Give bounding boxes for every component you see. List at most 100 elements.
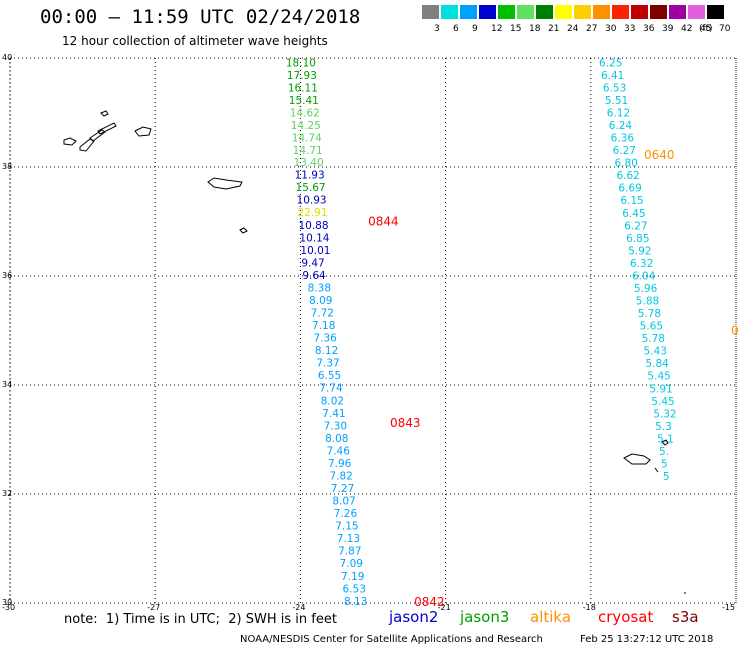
scale-label: 70 <box>719 24 731 34</box>
wave-height-value: 7.26 <box>334 508 358 520</box>
wave-height-value: 17.93 <box>287 70 317 82</box>
wave-height-value: 6.15 <box>620 195 643 207</box>
coastlines <box>63 110 686 594</box>
wave-height-value: 6.41 <box>601 70 624 82</box>
lon-tick-label: -21 <box>437 603 451 612</box>
wave-height-value: 6.25 <box>599 57 622 69</box>
lon-tick-label: -15 <box>722 603 736 612</box>
wave-height-value: 11.93 <box>295 170 325 182</box>
island-outline <box>623 453 651 465</box>
lon-tick-label: -18 <box>582 603 596 612</box>
wave-height-value: 7.13 <box>337 533 360 545</box>
wave-height-value: 5.91 <box>649 383 672 395</box>
wave-height-value: 5.84 <box>645 358 669 370</box>
wave-height-value: 6.04 <box>632 270 656 282</box>
scale-label: 27 <box>586 24 598 34</box>
wave-height-value: 5.45 <box>647 371 670 383</box>
scale-label: 45 <box>700 24 712 34</box>
wave-height-value: 5.1 <box>657 433 674 445</box>
wave-height-value: 10.14 <box>299 232 329 244</box>
wave-height-value: 6.45 <box>622 208 645 220</box>
satellite-label: s3a <box>672 608 699 626</box>
wave-height-value: 14.62 <box>290 108 320 120</box>
wave-height-value: 5.32 <box>653 408 676 420</box>
island-outline <box>239 227 248 234</box>
scale-label: 12 <box>491 24 503 34</box>
generation-timestamp: Feb 25 13:27:12 UTC 2018 <box>580 634 714 645</box>
wave-height-value: 6.32 <box>630 258 653 270</box>
wave-height-value: 5.45 <box>651 396 674 408</box>
scale-swatch <box>422 5 439 19</box>
wave-height-value: 5.43 <box>644 346 667 358</box>
wave-height-value: 5.92 <box>628 245 651 257</box>
wave-height-value: 7.82 <box>329 470 352 482</box>
wave-height-value: 5. <box>659 446 669 458</box>
scale-swatch <box>688 5 705 19</box>
wave-height-value: 6.80 <box>615 158 638 170</box>
wave-height-value: 6.55 <box>318 370 341 382</box>
wave-height-value: 9.64 <box>302 270 326 282</box>
scale-label: 9 <box>472 24 478 34</box>
lat-lon-grid <box>9 57 737 604</box>
wave-height-value: 5.78 <box>638 308 661 320</box>
scale-label: 21 <box>548 24 560 34</box>
wave-height-value: 5.88 <box>636 296 659 308</box>
island-outline <box>207 177 243 190</box>
wave-height-value: 6.53 <box>343 583 366 595</box>
lat-tick-label: 40 <box>2 53 13 62</box>
wave-height-value: 15.41 <box>289 95 319 107</box>
wave-height-value: 6.85 <box>626 233 649 245</box>
island-outline <box>100 110 109 117</box>
map-title: 00:00 – 11:59 UTC 02/24/2018 <box>40 6 361 28</box>
scale-label: 33 <box>624 24 636 34</box>
wave-height-value: 7.37 <box>316 358 339 370</box>
lat-tick-label: 36 <box>2 271 13 280</box>
wave-height-value: 7.27 <box>331 483 354 495</box>
pass-time-label: 0843 <box>390 416 421 430</box>
wave-height-value: 6.12 <box>607 108 630 120</box>
altimeter-tracks: 18.1017.9316.1115.4114.6214.2514.7414.71… <box>286 57 739 609</box>
scale-swatch <box>555 5 572 19</box>
pass-time-label: 0844 <box>368 215 399 229</box>
wave-height-value: 7.36 <box>313 333 337 345</box>
pass-time-label: 0 <box>731 324 739 338</box>
lon-tick-label: -27 <box>147 603 161 612</box>
lon-tick-label: -30 <box>2 603 16 612</box>
wave-height-value: 7.15 <box>335 521 358 533</box>
scale-label: 6 <box>453 24 459 34</box>
wave-height-value: 6.24 <box>609 120 633 132</box>
wave-height-value: 8.08 <box>325 433 348 445</box>
pass-time-label: 0842 <box>414 595 445 609</box>
scale-label: 42 <box>681 24 693 34</box>
wave-height-value: 7.09 <box>340 558 363 570</box>
wave-height-value: 8.09 <box>309 295 332 307</box>
wave-height-value: 14.74 <box>292 133 322 145</box>
scale-swatch <box>631 5 648 19</box>
wave-height-value: 7.41 <box>322 408 345 420</box>
scale-swatch <box>669 5 686 19</box>
satellite-label: jason3 <box>460 608 510 626</box>
wave-height-value: 14.25 <box>291 120 321 132</box>
lat-tick-label: 30 <box>2 598 13 607</box>
wave-height-value: 8.38 <box>308 282 331 294</box>
scale-label: 24 <box>567 24 579 34</box>
island-outline <box>661 439 669 446</box>
wave-height-value: 8.02 <box>321 395 344 407</box>
satellite-label: cryosat <box>598 608 654 626</box>
lat-tick-label: 32 <box>2 489 13 498</box>
island-outline <box>79 138 95 152</box>
wave-height-value: 6.53 <box>603 82 626 94</box>
wave-height-value: 7.72 <box>311 308 334 320</box>
scale-swatch <box>460 5 477 19</box>
wave-height-value: 6.62 <box>616 170 639 182</box>
wave-height-value: 5.51 <box>605 95 628 107</box>
scale-swatch <box>536 5 553 19</box>
wave-height-value: 7.87 <box>338 546 361 558</box>
footnote: note: 1) Time is in UTC; 2) SWH is in fe… <box>64 612 337 627</box>
scale-swatch <box>479 5 496 19</box>
wave-height-value: 9.47 <box>301 257 324 269</box>
wave-height-value: 6.27 <box>613 145 636 157</box>
wave-height-value: 5.78 <box>642 333 665 345</box>
scale-swatch <box>650 5 667 19</box>
